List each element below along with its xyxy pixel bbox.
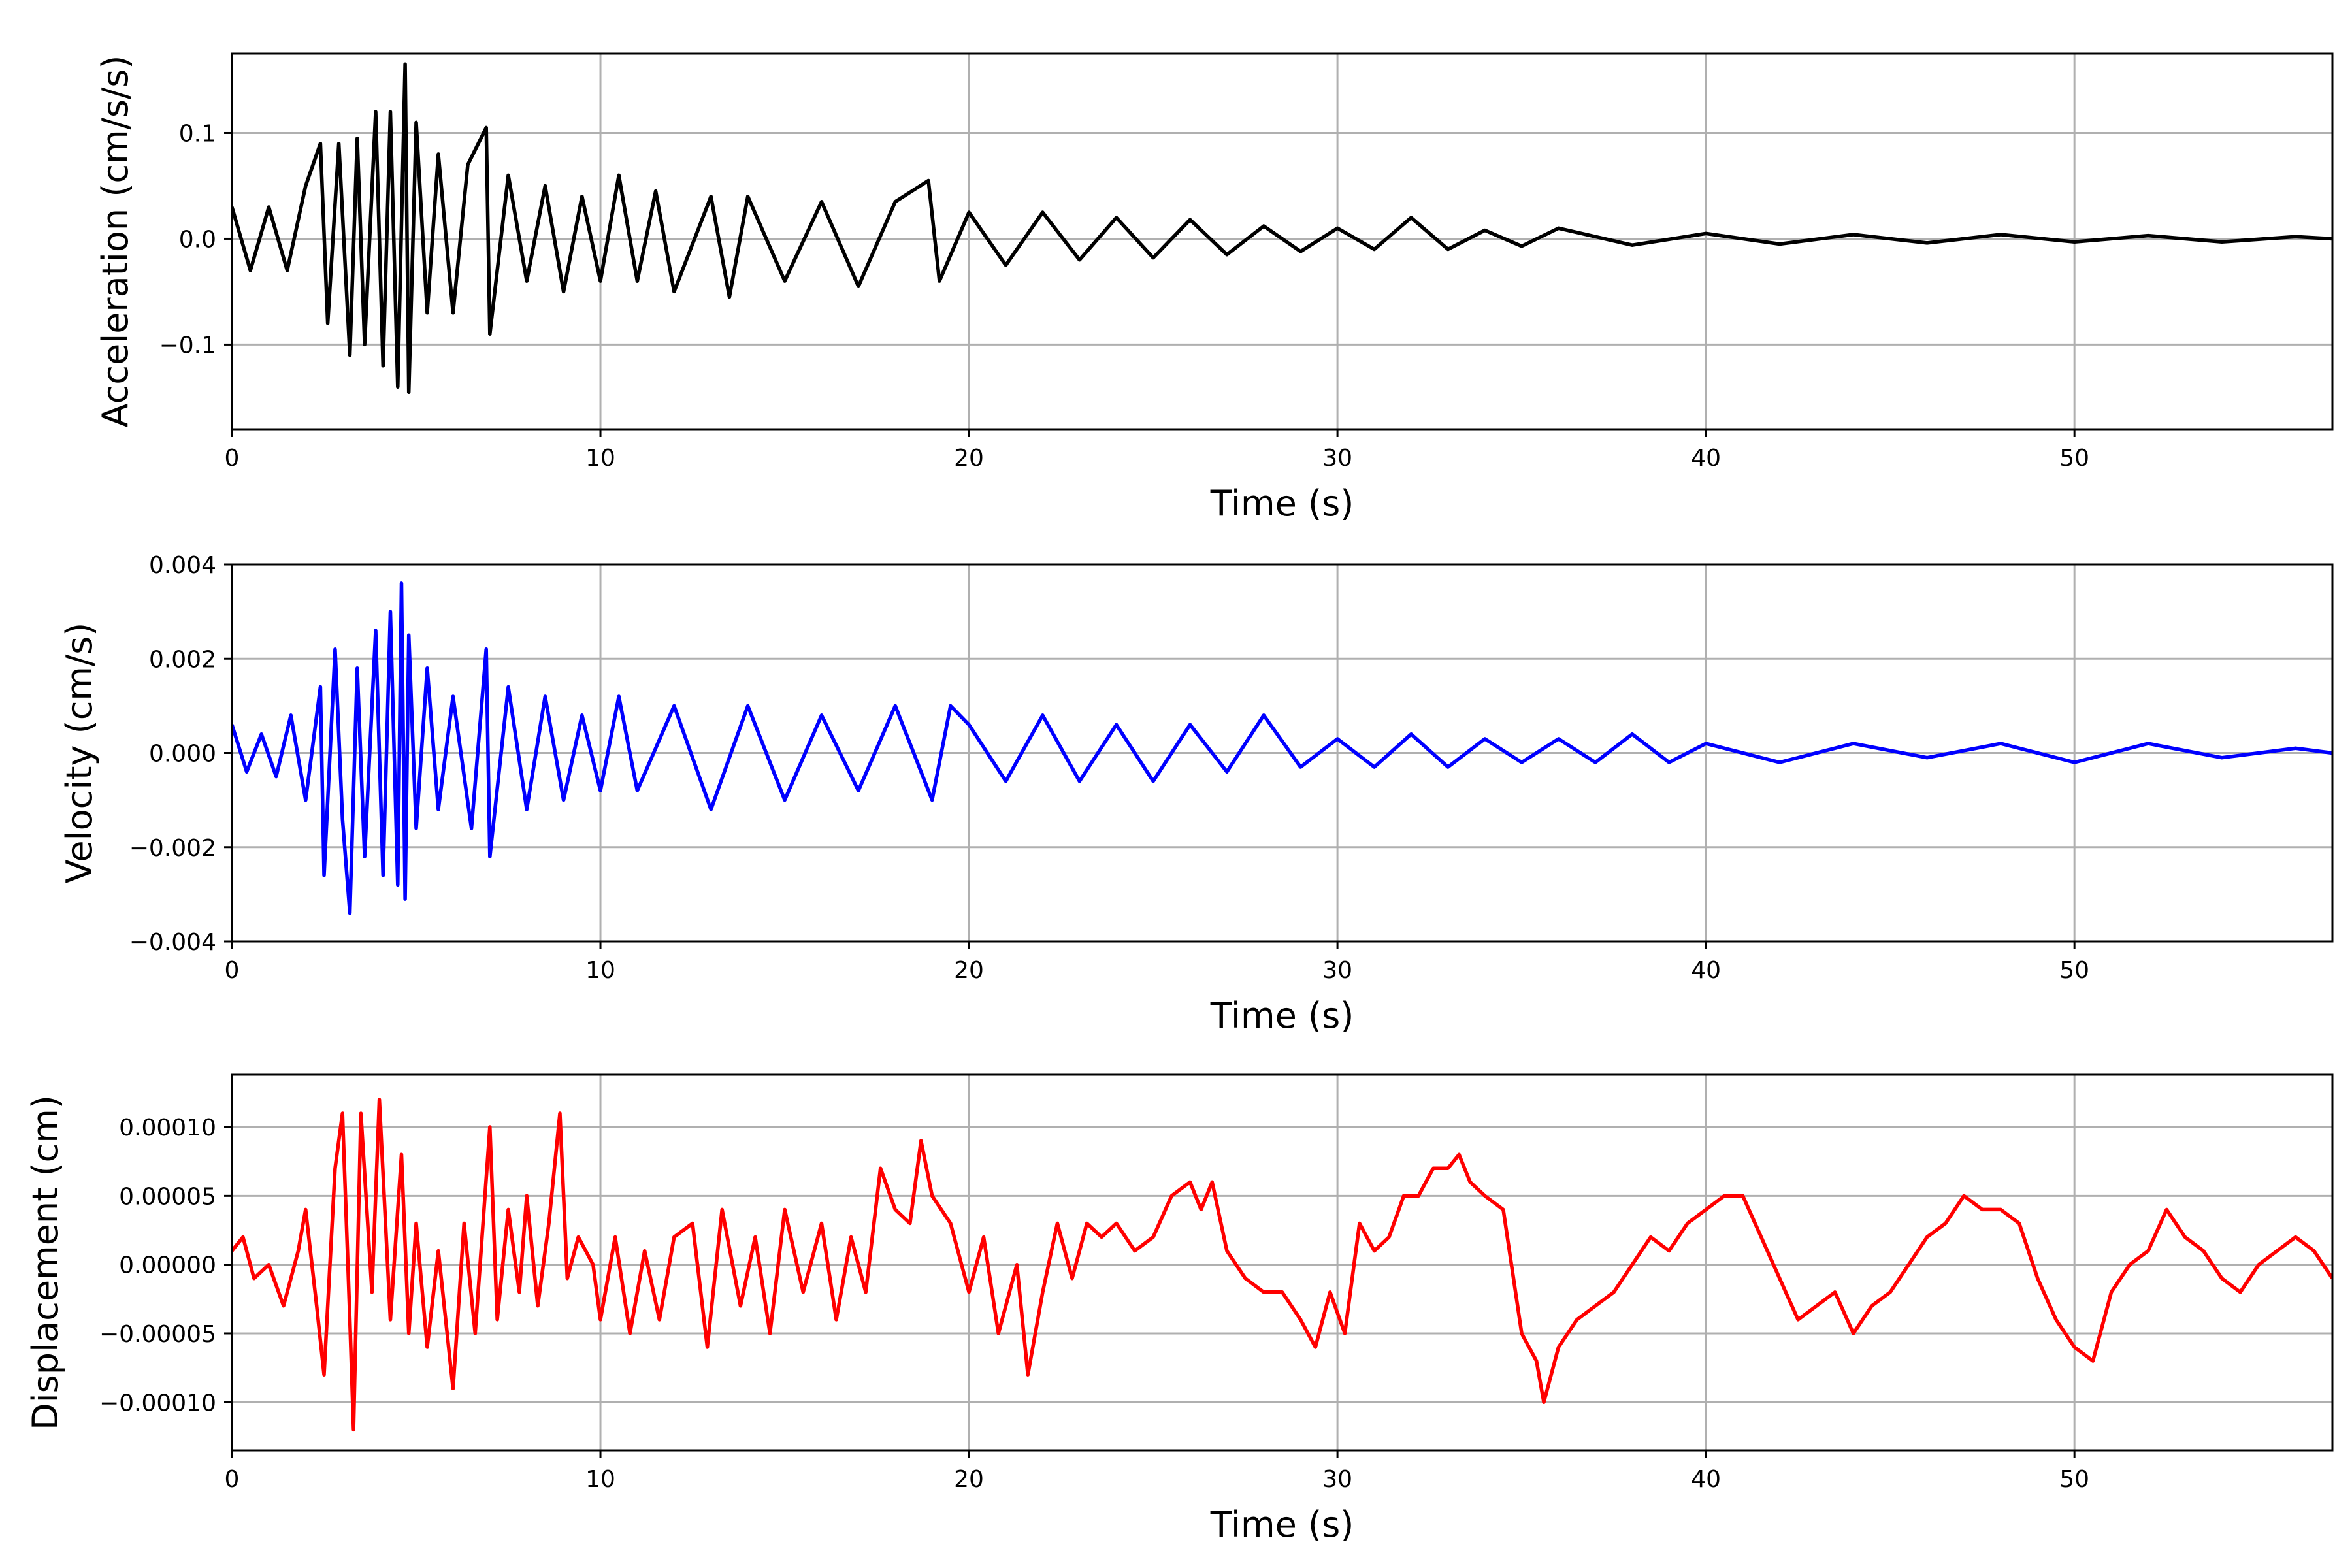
acceleration-ytick-label-1: 0.0 [179, 226, 216, 253]
displacement-xtick-label-5: 50 [2059, 1466, 2089, 1493]
acceleration-xtick-label-2: 20 [954, 445, 984, 472]
displacement-panel: 0 10 20 30 40 50 −0.00010 −0.00005 0.00000 0.0000… [25, 1073, 2334, 1545]
acceleration-ylabel: Acceleration (cm/s/s) [95, 56, 136, 428]
displacement-ytick-label-4: 0.00010 [119, 1115, 216, 1141]
velocity-xlabel: Time (s) [1210, 995, 1354, 1036]
displacement-xtick-label-3: 30 [1322, 1466, 1352, 1493]
velocity-ytick-label-2: 0.000 [149, 741, 216, 768]
velocity-ylabel: Velocity (cm/s) [59, 623, 100, 884]
acceleration-xtick-label-4: 40 [1691, 445, 1721, 472]
displacement-axes-frame [231, 1073, 2334, 1452]
velocity-xtick-label-2: 20 [954, 957, 984, 984]
displacement-ytick-label-2: 0.00000 [119, 1252, 216, 1279]
acceleration-panel: 0 10 20 30 40 50 −0.1 0.0 0.1 Time (s) Acceleratio… [95, 52, 2334, 524]
displacement-series-line-0 [232, 1098, 2332, 1432]
acceleration-xlabel: Time (s) [1210, 483, 1354, 524]
velocity-xtick-label-0: 0 [225, 957, 240, 984]
displacement-ytick-label-1: −0.00005 [99, 1321, 216, 1348]
velocity-xtick-label-4: 40 [1691, 957, 1721, 984]
velocity-ytick-label-3: 0.002 [149, 646, 216, 673]
displacement-ytick-label-3: 0.00005 [119, 1183, 216, 1210]
acceleration-ytick-label-2: 0.1 [179, 120, 216, 147]
acceleration-xtick-label-3: 30 [1322, 445, 1352, 472]
displacement-xlabel: Time (s) [1210, 1504, 1354, 1545]
acceleration-axes-frame [231, 52, 2334, 431]
acceleration-xtick-label-5: 50 [2059, 445, 2089, 472]
velocity-ytick-label-0: −0.004 [129, 929, 216, 956]
acceleration-xtick-label-0: 0 [225, 445, 240, 472]
velocity-panel: 0 10 20 30 40 50 −0.004 −0.002 0.000 0.002 0.004 Ti… [59, 552, 2334, 1036]
velocity-ytick-label-1: −0.002 [129, 835, 216, 862]
velocity-xtick-label-5: 50 [2059, 957, 2089, 984]
acceleration-ytick-label-0: −0.1 [159, 332, 216, 359]
acceleration-xtick-label-1: 10 [585, 445, 615, 472]
displacement-xtick-label-1: 10 [585, 1466, 615, 1493]
displacement-ylabel: Displacement (cm) [25, 1095, 66, 1430]
displacement-ytick-label-0: −0.00010 [99, 1390, 216, 1416]
displacement-xtick-label-4: 40 [1691, 1466, 1721, 1493]
displacement-xtick-label-0: 0 [225, 1466, 240, 1493]
velocity-series-line-0 [232, 581, 2332, 915]
displacement-xtick-label-2: 20 [954, 1466, 984, 1493]
velocity-xtick-label-3: 30 [1322, 957, 1352, 984]
velocity-xtick-label-1: 10 [585, 957, 615, 984]
velocity-ytick-label-4: 0.004 [149, 552, 216, 579]
acceleration-series-line-0 [232, 62, 2332, 395]
